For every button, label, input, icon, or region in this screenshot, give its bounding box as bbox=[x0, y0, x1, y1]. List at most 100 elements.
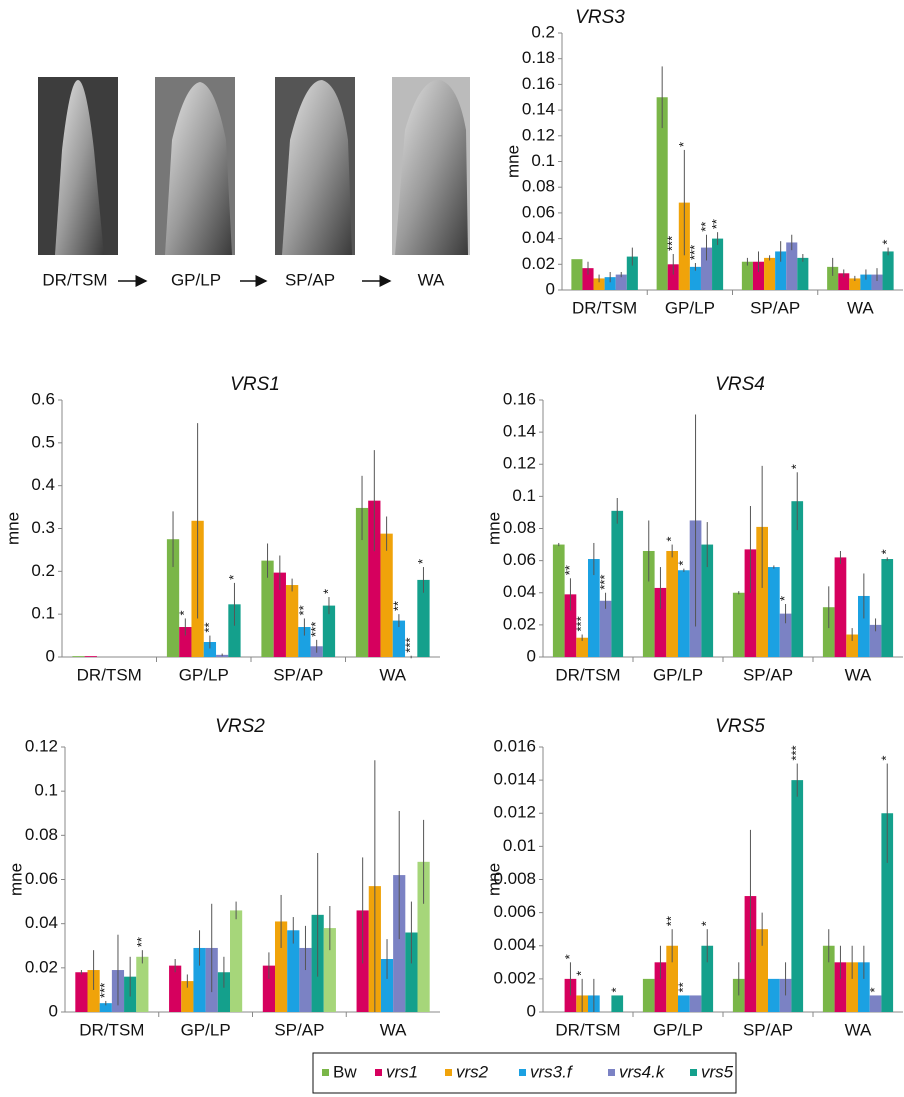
x-tick-label: SP/AP bbox=[750, 298, 800, 317]
y-tick-label: 0.1 bbox=[34, 781, 58, 800]
chart: VRS5mne00.0020.0040.0060.0080.010.0120.0… bbox=[484, 716, 903, 1039]
chart: VRS4mne00.020.040.060.080.10.120.140.16D… bbox=[484, 374, 903, 684]
significance: * bbox=[415, 559, 430, 564]
y-tick-label: 0.04 bbox=[503, 582, 536, 601]
x-tick-label: DR/TSM bbox=[555, 665, 620, 684]
bar bbox=[870, 995, 882, 1012]
x-tick-label: DR/TSM bbox=[572, 298, 637, 317]
bar bbox=[380, 534, 392, 657]
x-tick-label: SP/AP bbox=[743, 1020, 793, 1039]
y-tick-label: 0 bbox=[527, 646, 536, 665]
bar bbox=[553, 545, 565, 657]
y-tick-label: 0.02 bbox=[522, 254, 555, 273]
legend-swatch bbox=[608, 1069, 615, 1076]
significance: * bbox=[676, 142, 691, 147]
y-tick-label: 0.16 bbox=[522, 74, 555, 93]
bar bbox=[611, 511, 623, 657]
bar bbox=[768, 567, 780, 657]
x-tick-label: SP/AP bbox=[274, 1020, 324, 1039]
bar bbox=[643, 979, 655, 1012]
y-tick-label: 0.012 bbox=[493, 803, 536, 822]
significance: * bbox=[879, 756, 894, 761]
y-tick-label: 0.02 bbox=[25, 957, 58, 976]
x-tick-label: GP/LP bbox=[179, 665, 229, 684]
x-tick-label: GP/LP bbox=[665, 298, 715, 317]
y-tick-label: 0.01 bbox=[503, 836, 536, 855]
y-tick-label: 0.3 bbox=[31, 518, 55, 537]
bar bbox=[678, 995, 690, 1012]
significance: * bbox=[177, 610, 192, 615]
x-tick-label: SP/AP bbox=[743, 665, 793, 684]
y-tick-label: 0.08 bbox=[503, 518, 536, 537]
legend-label: vrs2 bbox=[456, 1062, 489, 1081]
bar bbox=[797, 258, 808, 290]
bar bbox=[571, 259, 582, 290]
y-tick-label: 0.6 bbox=[31, 389, 55, 408]
x-tick-label: GP/LP bbox=[653, 1020, 703, 1039]
x-tick-label: GP/LP bbox=[181, 1020, 231, 1039]
bar bbox=[678, 570, 690, 657]
figure: DR/TSMGP/LPSP/APWABwvrs1vrs2vrs3.fvrs4.k… bbox=[0, 0, 904, 1097]
y-tick-label: 0.1 bbox=[512, 486, 536, 505]
y-tick-label: 0.06 bbox=[25, 869, 58, 888]
y-tick-label: 0.08 bbox=[25, 825, 58, 844]
bar bbox=[136, 957, 148, 1012]
significance: * bbox=[609, 987, 624, 992]
y-tick-label: 0 bbox=[546, 279, 555, 298]
bar bbox=[742, 262, 753, 290]
stage-label: DR/TSM bbox=[42, 270, 107, 289]
significance: *** bbox=[597, 575, 612, 590]
significance: * bbox=[699, 921, 714, 926]
y-tick-label: 0.14 bbox=[522, 100, 555, 119]
chart-title: VRS3 bbox=[575, 7, 625, 28]
y-tick-label: 0.5 bbox=[31, 432, 55, 451]
bar bbox=[666, 551, 678, 657]
legend-swatch bbox=[322, 1069, 329, 1076]
y-tick-label: 0 bbox=[46, 646, 55, 665]
chart-title: VRS5 bbox=[715, 716, 765, 737]
legend-label: vrs3.f bbox=[530, 1062, 574, 1081]
significance: * bbox=[562, 954, 577, 959]
y-axis-label: mne bbox=[484, 512, 503, 545]
x-tick-label: WA bbox=[380, 1020, 407, 1039]
significance: ** bbox=[562, 565, 577, 575]
significance: * bbox=[574, 971, 589, 976]
y-tick-label: 0.2 bbox=[531, 22, 555, 41]
x-tick-label: DR/TSM bbox=[79, 1020, 144, 1039]
x-tick-label: WA bbox=[845, 1020, 872, 1039]
bar bbox=[881, 559, 893, 657]
stage-label: WA bbox=[418, 270, 445, 289]
significance: ** bbox=[664, 916, 679, 926]
significance: * bbox=[320, 589, 335, 594]
y-tick-label: 0.04 bbox=[25, 913, 58, 932]
significance: *** bbox=[574, 616, 589, 631]
significance: * bbox=[867, 987, 882, 992]
y-tick-label: 0.02 bbox=[503, 614, 536, 633]
y-tick-label: 0.014 bbox=[493, 770, 536, 789]
chart: VRS2mne00.020.040.060.080.10.12DR/TSM***… bbox=[6, 716, 440, 1039]
significance: * bbox=[789, 464, 804, 469]
y-tick-label: 0.04 bbox=[522, 228, 555, 247]
y-tick-label: 0.004 bbox=[493, 935, 536, 954]
y-tick-label: 0.1 bbox=[531, 151, 555, 170]
y-tick-label: 0 bbox=[527, 1001, 536, 1020]
spike-images bbox=[38, 77, 470, 281]
y-axis-label: mne bbox=[503, 145, 522, 178]
significance: ** bbox=[296, 605, 311, 615]
significance: ** bbox=[709, 219, 724, 229]
x-tick-label: WA bbox=[379, 665, 406, 684]
significance: ** bbox=[201, 622, 216, 632]
x-tick-label: WA bbox=[845, 665, 872, 684]
y-tick-label: 0.12 bbox=[522, 125, 555, 144]
bar bbox=[600, 601, 612, 657]
bar bbox=[690, 995, 702, 1012]
significance: *** bbox=[665, 236, 680, 251]
x-tick-label: DR/TSM bbox=[77, 665, 142, 684]
stage-label: GP/LP bbox=[171, 270, 221, 289]
legend-label: vrs4.k bbox=[619, 1062, 666, 1081]
y-tick-label: 0.12 bbox=[25, 736, 58, 755]
significance: *** bbox=[687, 245, 702, 260]
bar bbox=[286, 585, 298, 657]
y-tick-label: 0.002 bbox=[493, 968, 536, 987]
stage-label: SP/AP bbox=[285, 270, 335, 289]
